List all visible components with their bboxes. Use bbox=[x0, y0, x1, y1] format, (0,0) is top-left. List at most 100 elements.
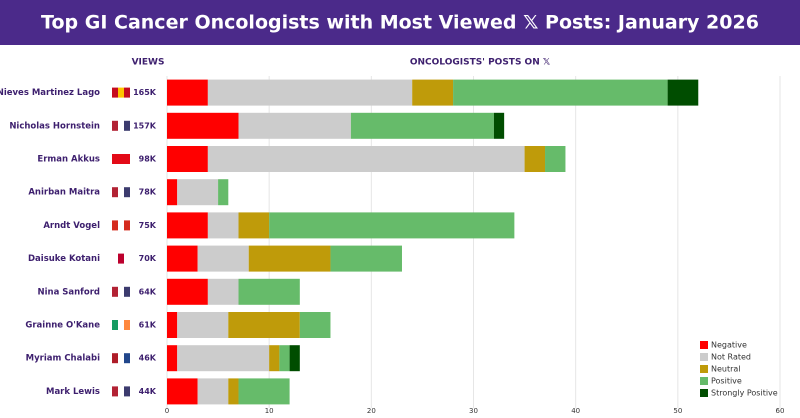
flag bbox=[112, 386, 118, 397]
legend-label: Negative bbox=[711, 341, 747, 350]
flag bbox=[112, 320, 118, 330]
flag bbox=[118, 386, 124, 397]
x-tick-label: 60 bbox=[776, 407, 785, 415]
y-tick-label: Anirban Maitra bbox=[28, 188, 100, 198]
bar-segment bbox=[197, 245, 249, 272]
flag bbox=[112, 253, 118, 264]
legend-swatch bbox=[700, 341, 708, 349]
bar-segment bbox=[289, 345, 300, 372]
bar-segment bbox=[248, 245, 331, 272]
bar-segment bbox=[177, 312, 229, 338]
views-label: 98K bbox=[139, 155, 157, 164]
flag bbox=[118, 154, 124, 164]
x-axis-title: ONCOLOGISTS' POSTS ON 𝕏 bbox=[410, 58, 551, 68]
bar-segment bbox=[207, 212, 239, 239]
flag bbox=[118, 286, 124, 297]
x-tick-label: 20 bbox=[367, 407, 376, 415]
bar-segment bbox=[167, 345, 178, 372]
bar-segment bbox=[299, 312, 331, 338]
views-label: 165K bbox=[133, 88, 157, 97]
flag bbox=[124, 320, 130, 330]
bar-segment bbox=[269, 345, 280, 372]
x-tick-label: 0 bbox=[165, 407, 169, 415]
views-label: 46K bbox=[139, 354, 157, 363]
views-label: 75K bbox=[139, 221, 157, 230]
y-tick-label: Mark Lewis bbox=[46, 387, 100, 397]
flag bbox=[112, 220, 118, 231]
x-tick-label: 40 bbox=[571, 407, 580, 415]
bar-segment bbox=[269, 212, 515, 239]
views-label: 64K bbox=[139, 287, 157, 296]
y-tick-label: Grainne O'Kane bbox=[25, 321, 100, 331]
x-tick-label: 30 bbox=[469, 407, 478, 415]
bar-segment bbox=[238, 378, 290, 405]
flag bbox=[112, 286, 118, 297]
bar-segment bbox=[218, 179, 229, 206]
y-tick-label: Arndt Vogel bbox=[43, 221, 100, 231]
bar-segment bbox=[167, 278, 208, 305]
bar-segment bbox=[207, 278, 239, 305]
flag bbox=[118, 120, 124, 131]
x-tick-label: 50 bbox=[673, 407, 682, 415]
legend-label: Neutral bbox=[711, 365, 741, 374]
bar-segment bbox=[667, 79, 699, 106]
bar-segment bbox=[350, 112, 494, 139]
y-tick-label: Nieves Martinez Lago bbox=[0, 88, 100, 98]
chart-title: Top GI Cancer Oncologists with Most View… bbox=[41, 12, 759, 34]
flag bbox=[112, 87, 118, 98]
flag bbox=[124, 253, 130, 264]
bar-segment bbox=[545, 146, 566, 172]
flag bbox=[124, 386, 130, 397]
bar-segment bbox=[207, 79, 413, 106]
flag bbox=[124, 87, 130, 98]
flag bbox=[124, 286, 130, 297]
bar-segment bbox=[228, 378, 239, 405]
bar-segment bbox=[177, 345, 270, 372]
y-tick-label: Nina Sanford bbox=[38, 287, 101, 297]
flag bbox=[124, 187, 130, 198]
flag bbox=[124, 120, 130, 131]
flag bbox=[118, 87, 124, 98]
views-label: 157K bbox=[133, 121, 157, 130]
legend-swatch bbox=[700, 365, 708, 373]
flag bbox=[124, 154, 130, 164]
x-tick-label: 10 bbox=[265, 407, 274, 415]
y-tick-label: Erman Akkus bbox=[37, 155, 100, 165]
flag bbox=[118, 253, 124, 264]
y-tick-label: Myriam Chalabi bbox=[26, 354, 100, 364]
views-header: VIEWS bbox=[132, 58, 165, 68]
legend-swatch bbox=[700, 389, 708, 397]
flag bbox=[124, 353, 130, 364]
bar-segment bbox=[279, 345, 290, 372]
bar-segment bbox=[167, 79, 208, 106]
flag bbox=[124, 220, 130, 231]
bar-segment bbox=[412, 79, 454, 106]
flag bbox=[118, 353, 124, 364]
legend-label: Positive bbox=[711, 377, 742, 386]
bar-segment bbox=[197, 378, 229, 405]
views-label: 70K bbox=[139, 254, 157, 263]
bar-segment bbox=[167, 312, 178, 338]
bar-segment bbox=[493, 112, 505, 139]
bar-segment bbox=[228, 312, 300, 338]
bar-segment bbox=[167, 245, 198, 272]
views-label: 61K bbox=[139, 321, 157, 330]
flag bbox=[118, 187, 124, 198]
bar-segment bbox=[167, 378, 198, 405]
flag bbox=[112, 187, 118, 198]
bar-segment bbox=[238, 212, 270, 239]
legend-label: Strongly Positive bbox=[711, 389, 778, 398]
views-label: 78K bbox=[139, 188, 157, 197]
flag bbox=[112, 120, 118, 131]
bar-segment bbox=[453, 79, 668, 106]
bar-segment bbox=[238, 278, 300, 305]
bar-segment bbox=[207, 146, 525, 172]
bar-segment bbox=[167, 112, 239, 139]
flag bbox=[112, 353, 118, 364]
bar-segment bbox=[167, 212, 208, 239]
header-band bbox=[0, 0, 800, 45]
legend-swatch bbox=[700, 377, 708, 385]
y-tick-label: Nicholas Hornstein bbox=[9, 121, 100, 131]
legend-swatch bbox=[700, 353, 708, 361]
